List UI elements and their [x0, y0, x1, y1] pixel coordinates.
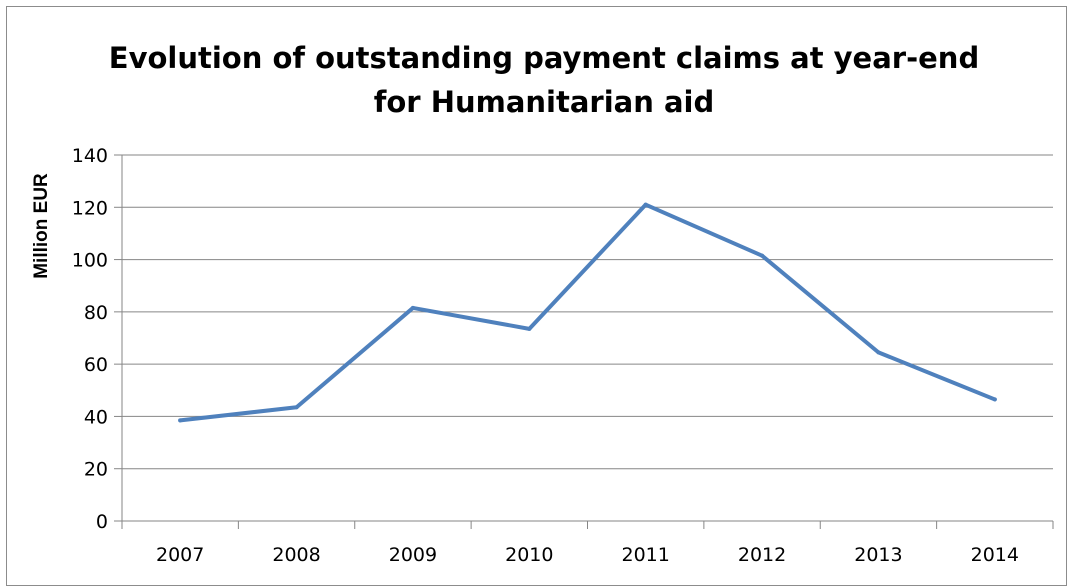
series-line — [178, 202, 997, 423]
y-tick-label: 140 — [72, 145, 108, 167]
y-tick-label: 0 — [96, 511, 108, 533]
data-point-2008 — [294, 405, 299, 410]
y-tick-labels: 0 20 40 60 80 100 120 140 — [72, 145, 108, 533]
chart-frame — [6, 6, 1067, 586]
data-point-2009 — [410, 305, 415, 310]
y-tick-label: 60 — [84, 354, 108, 376]
data-point-2012 — [760, 253, 765, 258]
y-tick-label: 20 — [84, 459, 108, 481]
x-tick-label: 2012 — [738, 544, 786, 566]
x-tick-label: 2013 — [854, 544, 902, 566]
y-tick-label: 100 — [72, 250, 108, 272]
x-tick-labels: 2007 2008 2009 2010 2011 2012 2013 2014 — [156, 544, 1019, 566]
y-axis-label: Million EUR — [31, 173, 52, 279]
y-tick-label: 120 — [72, 197, 108, 219]
data-point-2010 — [527, 326, 532, 331]
x-tick-label: 2007 — [156, 544, 204, 566]
data-point-2013 — [876, 350, 881, 355]
data-point-2011 — [643, 202, 648, 207]
x-tick-label: 2009 — [389, 544, 437, 566]
x-tick-label: 2011 — [622, 544, 670, 566]
x-axis — [114, 154, 1054, 529]
data-point-2014 — [992, 397, 997, 402]
series-layer — [178, 202, 997, 423]
x-tick-label: 2008 — [272, 544, 320, 566]
chart-title-line-2: for Humanitarian aid — [374, 85, 714, 119]
data-point-2007 — [178, 418, 183, 423]
x-tick-label: 2010 — [505, 544, 553, 566]
y-tick-label: 40 — [84, 406, 108, 428]
x-tick-label: 2014 — [971, 544, 1019, 566]
y-tick-label: 80 — [84, 302, 108, 324]
gridlines — [122, 154, 1053, 470]
chart-title-line-1: Evolution of outstanding payment claims … — [109, 41, 979, 75]
